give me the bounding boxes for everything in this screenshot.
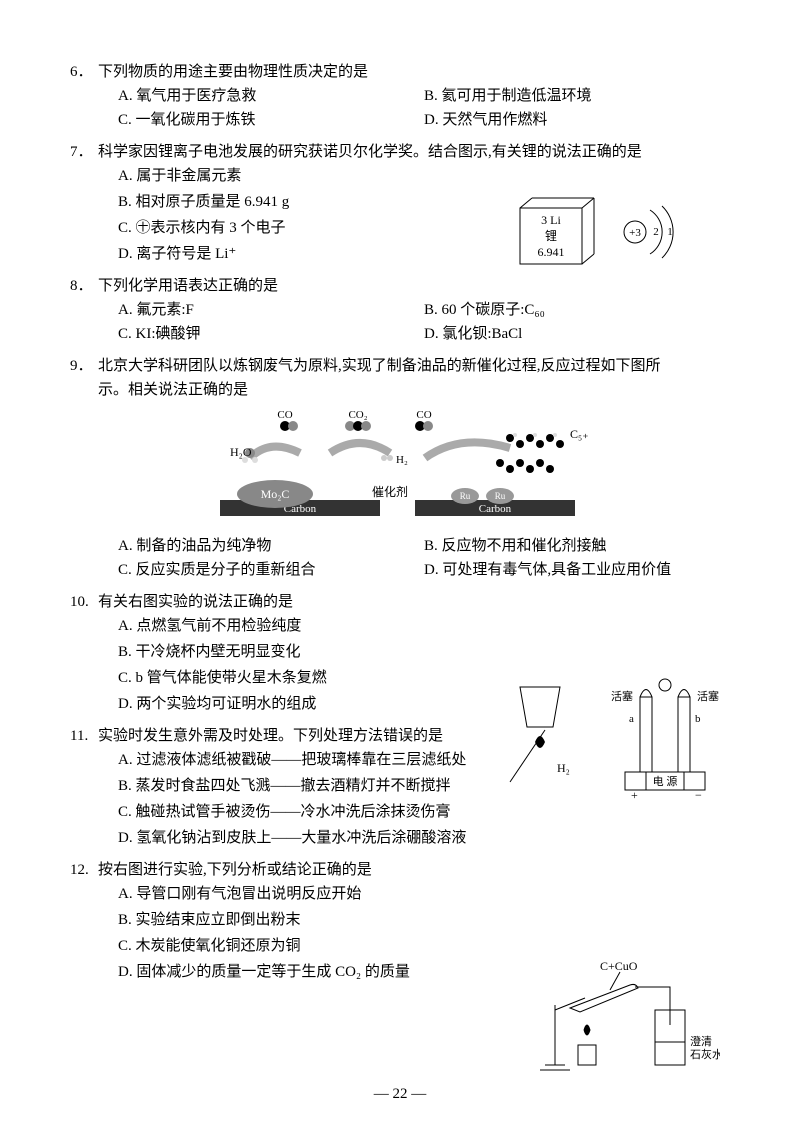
q8-opt-b: B. 60 个碳原子:C₆₀: [424, 298, 730, 322]
q9-co-2: CO: [416, 409, 431, 421]
q11-opt-c: C. 触碰热试管手被烫伤——冷水冲洗后涂抹烫伤膏: [118, 800, 730, 824]
q12-opt-a: A. 导管口刚有气泡冒出说明反应开始: [118, 882, 730, 906]
q12-react: C+CuO: [600, 959, 638, 973]
q7-shell1: 2: [653, 226, 659, 238]
q6-opt-c: C. 一氧化碳用于炼铁: [118, 108, 424, 132]
q6-opt-b: B. 氦可用于制造低温环境: [424, 84, 730, 108]
q9-num: 9．: [70, 354, 98, 378]
q9-opt-d: D. 可处理有毒气体,具备工业应用价值: [424, 558, 730, 582]
q8-opt-c: C. KI:碘酸钾: [118, 322, 424, 346]
q7-box-line1: 3 Li: [541, 213, 561, 227]
q9-h2o: H₂O: [230, 445, 252, 459]
q9-mo2c: Mo₂C: [261, 487, 290, 501]
q12-lime1: 澄清: [690, 1034, 712, 1048]
q7-shell2: 1: [667, 226, 673, 238]
q8-opt-d: D. 氯化钡:BaCl: [424, 322, 730, 346]
q10-a: a: [629, 713, 634, 725]
q10-stem: 有关右图实验的说法正确的是: [98, 590, 730, 614]
q10-figure: H₂ 活塞 活塞 a b 电 源 + −: [505, 672, 725, 802]
q11-num: 11.: [70, 724, 98, 748]
q10-plug-l: 活塞: [611, 689, 633, 703]
q10-plug-r: 活塞: [697, 689, 719, 703]
q9-co-1: CO: [277, 409, 292, 421]
q10-opt-a: A. 点燃氢气前不用检验纯度: [118, 614, 730, 638]
q9-ru1: Ru: [460, 491, 471, 501]
q9-figure: Carbon Carbon Mo₂C Ru Ru 催化剂 H₂O CO CO₂: [190, 408, 610, 528]
q6-stem: 下列物质的用途主要由物理性质决定的是: [98, 60, 730, 84]
q9-opt-a: A. 制备的油品为纯净物: [118, 534, 424, 558]
svg-text:−: −: [695, 788, 702, 802]
q9-co2: CO₂: [348, 409, 367, 421]
q6-opt-d: D. 天然气用作燃料: [424, 108, 730, 132]
q12-figure: C+CuO 澄清 石灰水: [530, 950, 720, 1080]
q9-cat: 催化剂: [372, 484, 408, 499]
q9-opt-c: C. 反应实质是分子的重新组合: [118, 558, 424, 582]
q12-opt-b: B. 实验结束应立即倒出粉末: [118, 908, 730, 932]
q7-atom-center: +3: [629, 227, 641, 239]
svg-text:+: +: [631, 788, 638, 802]
q7-box-line3: 6.941: [538, 245, 565, 259]
q9-opt-b: B. 反应物不用和催化剂接触: [424, 534, 730, 558]
hydrocarbon-chain-icon: [496, 434, 564, 473]
q7-num: 7．: [70, 140, 98, 164]
q9-carbon-2: Carbon: [479, 503, 512, 515]
page-number: — 22 —: [0, 1082, 800, 1106]
q12-lime2: 石灰水: [690, 1047, 720, 1061]
q10-power: 电 源: [653, 774, 678, 788]
q8-num: 8．: [70, 274, 98, 298]
q12-stem: 按右图进行实验,下列分析或结论正确的是: [98, 858, 730, 882]
q10-h2: H₂: [557, 761, 570, 775]
question-6: 6． 下列物质的用途主要由物理性质决定的是 A. 氧气用于医疗急救 B. 氦可用…: [70, 60, 730, 132]
q6-opt-a: A. 氧气用于医疗急救: [118, 84, 424, 108]
q7-opt-a: A. 属于非金属元素: [118, 164, 730, 188]
q9-stem1: 北京大学科研团队以炼钢废气为原料,实现了制备油品的新催化过程,反应过程如下图所: [98, 354, 730, 378]
q11-opt-d: D. 氢氧化钠沾到皮肤上——大量水冲洗后涂硼酸溶液: [118, 826, 730, 850]
q7-box-line2: 锂: [545, 228, 557, 243]
q8-opt-a: A. 氟元素:F: [118, 298, 424, 322]
q6-num: 6．: [70, 60, 98, 84]
question-8: 8． 下列化学用语表达正确的是 A. 氟元素:F B. 60 个碳原子:C₆₀ …: [70, 274, 730, 346]
question-9: 9． 北京大学科研团队以炼钢废气为原料,实现了制备油品的新催化过程,反应过程如下…: [70, 354, 730, 582]
q9-h2: H₂: [396, 454, 408, 466]
q10-opt-b: B. 干冷烧杯内壁无明显变化: [118, 640, 730, 664]
q9-c5: C₅₊: [570, 427, 589, 441]
q7-stem: 科学家因锂离子电池发展的研究获诺贝尔化学奖。结合图示,有关锂的说法正确的是: [98, 140, 730, 164]
q10-num: 10.: [70, 590, 98, 614]
q10-b: b: [695, 713, 701, 725]
q9-stem2: 示。相关说法正确的是: [70, 378, 730, 402]
q12-num: 12.: [70, 858, 98, 882]
q7-figure: 3 Li 锂 6.941 +3 2 1: [510, 190, 690, 280]
q9-ru2: Ru: [495, 491, 506, 501]
